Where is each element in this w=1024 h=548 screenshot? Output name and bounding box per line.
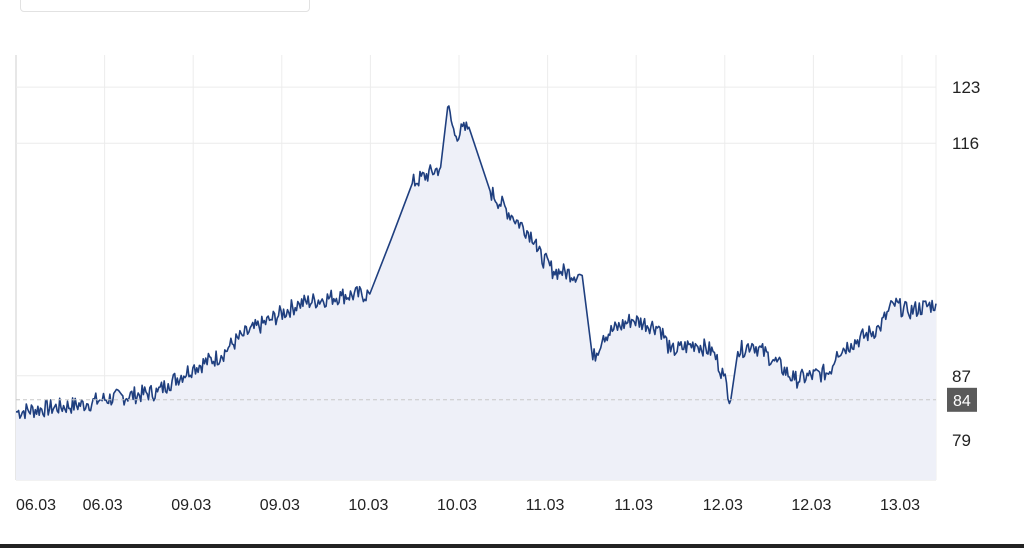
- x-tick-label: 12.03: [703, 497, 743, 514]
- x-tick-label: 09.03: [171, 497, 211, 514]
- current-value-badge: [947, 387, 977, 412]
- x-tick-label: 06.03: [83, 497, 123, 514]
- y-axis-ticks: 79 87 116 123: [952, 78, 980, 450]
- bottom-bar: [0, 544, 1024, 548]
- y-tick-label: 87: [952, 367, 971, 386]
- top-search-box[interactable]: [20, 0, 310, 12]
- current-value-marker: 84: [947, 387, 977, 412]
- series-line: [15, 105, 937, 420]
- y-tick-label: 123: [952, 78, 980, 97]
- x-tick-label: 06.03: [16, 497, 56, 514]
- x-tick-label: 11.03: [526, 497, 565, 514]
- x-tick-label: 12.03: [791, 497, 831, 514]
- y-tick-label: 79: [952, 431, 971, 450]
- x-axis-ticks: 06.03 06.03 09.03 09.03 10.03 10.03 11.03 11.03…: [16, 497, 920, 514]
- series-area: [16, 106, 936, 480]
- x-tick-label: 09.03: [260, 497, 300, 514]
- x-tick-label: 10.03: [348, 497, 388, 514]
- x-tick-label: 10.03: [437, 497, 477, 514]
- x-tick-label: 11.03: [614, 497, 653, 514]
- x-tick-label: 13.03: [880, 497, 920, 514]
- current-value-label: 84: [953, 393, 971, 410]
- y-tick-label: 116: [952, 134, 979, 153]
